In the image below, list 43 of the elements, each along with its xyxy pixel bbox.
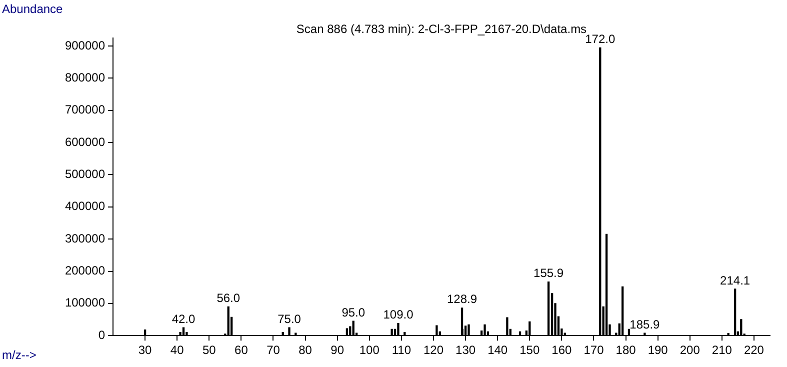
x-tick-label: 60 — [234, 343, 248, 358]
x-tick-label: 100 — [359, 343, 380, 358]
y-axis-title: Abundance — [2, 2, 63, 16]
y-tick-label: 500000 — [64, 167, 106, 182]
annotation: 155.9 — [534, 266, 564, 280]
y-tick-label: 0 — [98, 328, 106, 342]
y-tick-label: 100000 — [64, 296, 106, 310]
annotation: 109.0 — [383, 308, 414, 322]
y-tick-label: 200000 — [64, 264, 106, 278]
y-tick-label: 300000 — [64, 231, 106, 246]
x-tick-label: 130 — [456, 343, 476, 358]
x-tick-label: 170 — [584, 343, 604, 358]
x-tick-label: 30 — [138, 343, 152, 358]
y-tick-label: 700000 — [64, 102, 106, 117]
x-tick-label: 110 — [392, 343, 412, 358]
y-tick-label: 900000 — [64, 38, 106, 52]
annotation: 75.0 — [278, 312, 302, 326]
annotation: 42.0 — [172, 312, 196, 326]
annotation: 172.0 — [585, 32, 616, 46]
chart-title: Scan 886 (4.783 min): 2-Cl-3-FPP_2167-20.D\data.ms — [295, 22, 587, 36]
annotation: 95.0 — [342, 305, 366, 320]
annotation: 128.9 — [446, 292, 478, 306]
x-tick-label: 210 — [712, 343, 732, 358]
x-tick-label: 180 — [616, 343, 636, 358]
y-tick-label: 400000 — [64, 199, 106, 214]
x-tick-label: 120 — [423, 343, 444, 358]
x-tick-label: 220 — [744, 343, 764, 358]
annotation: 185.9 — [630, 317, 660, 332]
x-tick-label: 200 — [680, 343, 700, 358]
x-tick-label: 70 — [266, 343, 280, 358]
x-tick-label: 80 — [298, 343, 312, 358]
x-tick-label: 50 — [202, 343, 216, 358]
x-tick-label: 140 — [488, 343, 508, 358]
x-tick-label: 160 — [552, 343, 572, 358]
x-tick-label: 40 — [170, 343, 184, 358]
x-tick-label: 150 — [520, 343, 540, 358]
x-axis-title: m/z--> — [2, 348, 36, 362]
x-tick-label: 90 — [330, 343, 344, 358]
y-tick-label: 800000 — [64, 70, 106, 85]
y-tick-label: 600000 — [64, 134, 106, 149]
x-tick-label: 190 — [648, 343, 668, 358]
annotation: 214.1 — [720, 273, 750, 288]
annotation: 56.0 — [216, 290, 240, 305]
